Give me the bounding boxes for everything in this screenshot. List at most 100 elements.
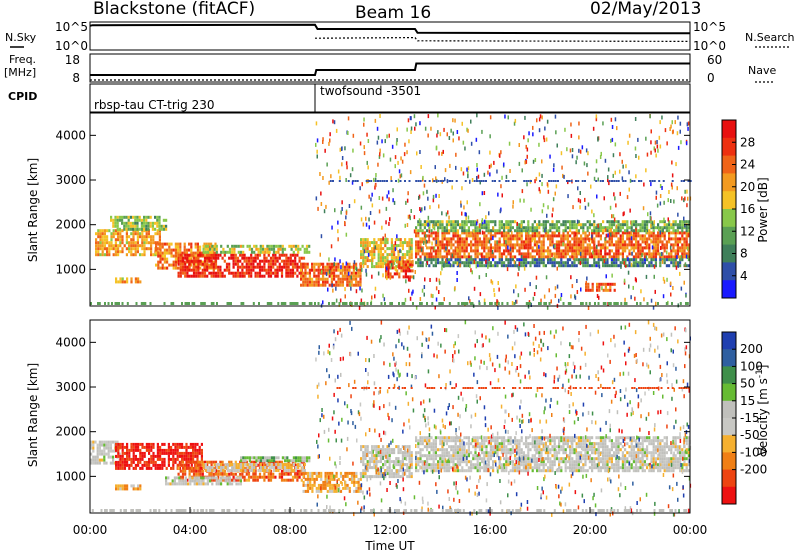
power-cell — [525, 229, 528, 233]
power-cell — [443, 237, 446, 241]
power-cell — [632, 285, 634, 290]
power-cell — [294, 256, 297, 260]
power-cell — [639, 243, 642, 247]
power-cell — [498, 229, 501, 233]
velocity-cell — [294, 463, 297, 467]
power-cell — [390, 265, 392, 270]
power-cbar-label: 4 — [740, 269, 748, 283]
power-cell — [670, 258, 673, 262]
power-cell — [558, 234, 561, 238]
power-cell — [637, 252, 640, 256]
power-cell — [487, 170, 489, 175]
velocity-cell — [123, 463, 126, 467]
power-cell — [374, 286, 377, 291]
power-cell — [423, 285, 426, 289]
power-cell — [650, 140, 652, 145]
power-cell — [127, 227, 130, 231]
power-cell — [547, 189, 550, 194]
power-cell — [438, 204, 440, 209]
power-cell — [97, 247, 100, 251]
power-cell — [652, 226, 655, 230]
velocity-cell — [171, 479, 174, 483]
power-cell — [114, 302, 117, 305]
velocity-cell — [109, 443, 112, 447]
power-cell — [304, 277, 307, 281]
power-cell — [355, 289, 358, 294]
power-cell — [451, 253, 453, 258]
power-cell — [306, 265, 309, 269]
power-cell — [588, 302, 591, 305]
velocity-cell — [132, 454, 135, 458]
power-cell — [342, 302, 344, 305]
power-cell — [626, 237, 629, 241]
power-cell — [544, 220, 547, 224]
velocity-cell — [161, 451, 164, 455]
power-cell — [380, 302, 383, 305]
power-cell — [533, 258, 536, 262]
power-cell — [533, 264, 536, 268]
power-cell — [544, 231, 547, 235]
velocity-cell — [145, 448, 148, 452]
power-cell — [614, 117, 617, 122]
power-cell — [631, 220, 633, 225]
power-cell — [419, 302, 421, 305]
power-cell — [674, 243, 677, 247]
power-cell — [333, 302, 336, 305]
power-cell — [97, 253, 100, 257]
power-cell — [373, 247, 376, 251]
power-cell — [154, 227, 157, 231]
power-cell — [404, 238, 407, 242]
power-cell — [637, 246, 640, 250]
power-cell — [371, 250, 374, 254]
power-cell — [448, 249, 451, 253]
power-cell — [431, 241, 433, 246]
power-cell — [659, 237, 662, 241]
power-cell — [160, 224, 163, 228]
power-cell — [430, 252, 433, 256]
power-cell — [269, 262, 273, 266]
power-cell — [497, 302, 500, 305]
velocity-cell — [172, 460, 175, 464]
power-cell — [101, 244, 104, 248]
power-cell — [177, 266, 180, 270]
velocity-cell — [187, 463, 190, 467]
power-cell — [679, 240, 682, 244]
power-cell — [449, 263, 452, 268]
velocity-cell — [115, 466, 118, 470]
velocity-cell — [209, 469, 212, 472]
velocity-cell — [201, 460, 204, 464]
power-cell — [551, 253, 553, 258]
power-cell — [615, 180, 618, 182]
power-cell — [634, 296, 636, 301]
power-cell — [569, 243, 572, 247]
power-cell — [168, 242, 171, 246]
velocity-cell — [119, 466, 122, 470]
power-cell — [588, 252, 591, 256]
power-cell — [177, 245, 180, 249]
power-cell — [210, 271, 213, 275]
power-cell — [621, 240, 624, 244]
velocity-cell — [219, 472, 222, 476]
power-cell — [166, 251, 169, 255]
power-cell — [456, 252, 459, 256]
power-cell — [469, 299, 471, 304]
power-cell — [661, 258, 664, 262]
power-cell — [555, 243, 558, 247]
power-cell — [654, 140, 657, 145]
power-cell — [422, 175, 424, 180]
power-cell — [267, 259, 270, 263]
power-cell — [362, 259, 365, 263]
power-cell — [261, 247, 265, 251]
power-cell — [663, 249, 666, 253]
power-cell — [463, 249, 466, 253]
power-cell — [659, 240, 662, 244]
power-cell — [421, 264, 424, 268]
power-cell — [643, 182, 645, 187]
power-cell — [668, 223, 671, 227]
power-cell — [672, 220, 675, 224]
power-cell — [648, 246, 651, 250]
power-cell — [470, 141, 473, 146]
power-cell — [129, 215, 132, 219]
power-cell — [654, 252, 657, 256]
power-cell — [219, 274, 222, 278]
